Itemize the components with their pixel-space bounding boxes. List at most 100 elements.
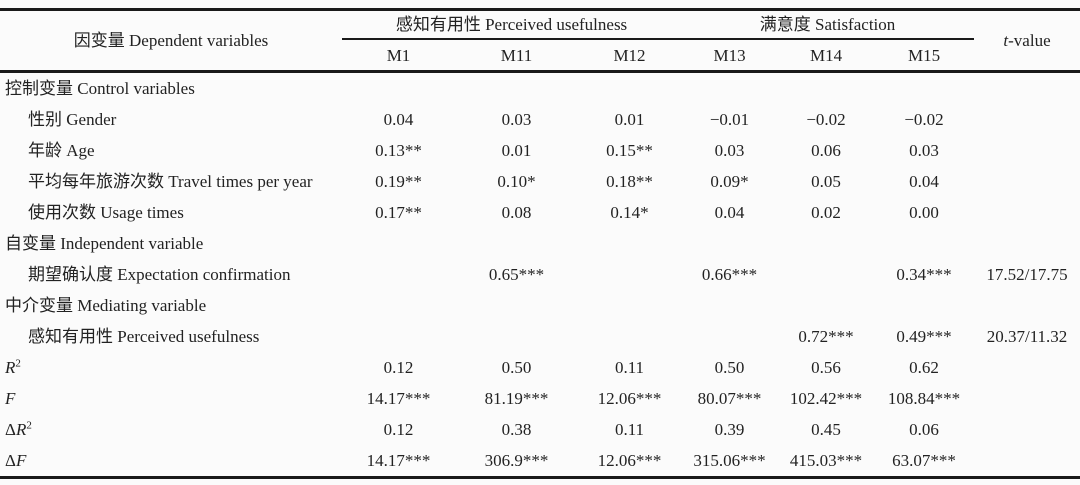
row-gender: 性别 Gender 0.04 0.03 0.01 −0.01 −0.02 −0.… <box>0 104 1080 135</box>
row-independent-variable: 自变量 Independent variable <box>0 228 1080 259</box>
value-cell: 0.11 <box>614 358 645 377</box>
header-model-row: M1 M11 M12 M13 M14 M15 <box>0 39 1080 73</box>
value-cell: 0.66*** <box>701 265 758 284</box>
row-label: 中介变量 Mediating variable <box>5 296 207 315</box>
value-cell: 0.12 <box>383 358 414 377</box>
value-cell: 0.04 <box>909 172 939 191</box>
t-value-rest: -value <box>1008 31 1051 50</box>
regression-results-table: 因变量 Dependent variables 感知有用性 Perceived … <box>0 8 1080 479</box>
value-cell: 0.10* <box>497 172 536 191</box>
value-cell: 14.17*** <box>342 445 455 479</box>
value-cell: 0.01 <box>501 141 532 160</box>
t-value-cell <box>974 104 1080 135</box>
value-cell <box>578 228 681 259</box>
value-cell: 0.38 <box>501 420 532 439</box>
value-cell: −0.01 <box>709 110 750 129</box>
value-cell <box>874 228 974 259</box>
header-model-m13: M13 <box>681 39 779 73</box>
value-cell <box>578 72 681 105</box>
row-perceived-usefulness: 感知有用性 Perceived usefulness 0.72*** 0.49*… <box>0 321 1080 352</box>
value-cell: −0.02 <box>904 110 944 129</box>
value-cell <box>778 259 874 290</box>
value-cell: 0.05 <box>811 172 841 191</box>
value-cell: 0.19** <box>375 172 422 191</box>
value-cell <box>455 321 578 352</box>
t-value-cell <box>974 228 1080 259</box>
row-usage-times: 使用次数 Usage times 0.17** 0.08 0.14* 0.04 … <box>0 197 1080 228</box>
value-cell: 0.06 <box>811 141 841 160</box>
header-model-m14: M14 <box>778 39 875 73</box>
row-label: ΔF <box>0 445 342 479</box>
value-cell: 80.07*** <box>697 389 762 408</box>
value-cell: 306.9*** <box>455 445 578 479</box>
value-cell <box>874 290 974 321</box>
header-dependent-variables: 因变量 Dependent variables <box>0 9 342 73</box>
value-cell <box>778 228 874 259</box>
t-value-cell <box>974 135 1080 166</box>
value-cell <box>342 290 455 321</box>
t-value-cell <box>974 383 1080 414</box>
value-cell: 0.02 <box>811 203 841 222</box>
value-cell <box>681 290 778 321</box>
value-cell <box>342 259 455 290</box>
header-model-m11: M11 <box>455 39 578 73</box>
row-label: 使用次数 Usage times <box>28 203 184 222</box>
value-cell: 0.14* <box>610 203 649 222</box>
value-cell: 0.65*** <box>488 265 545 284</box>
t-value-cell <box>974 352 1080 383</box>
value-cell: 0.03 <box>501 110 532 129</box>
t-value-cell <box>974 72 1080 105</box>
value-cell: 0.08 <box>501 203 532 222</box>
row-label: 自变量 Independent variable <box>5 234 204 253</box>
t-value-cell: 17.52/17.75 <box>986 265 1068 284</box>
value-cell: 0.15** <box>606 141 653 160</box>
value-cell: 415.03*** <box>778 445 875 479</box>
value-cell: 12.06*** <box>597 389 662 408</box>
value-cell: 0.03 <box>909 141 939 160</box>
row-label: 性别 Gender <box>28 110 117 129</box>
value-cell <box>578 290 681 321</box>
value-cell <box>681 72 778 105</box>
value-cell: 81.19*** <box>484 389 549 408</box>
header-model-m15: M15 <box>874 39 975 73</box>
value-cell: 0.62 <box>909 358 939 377</box>
value-cell: 0.06 <box>909 420 939 439</box>
t-value-cell <box>974 290 1080 321</box>
t-value-italic: t <box>1003 31 1009 50</box>
row-control-variables: 控制变量 Control variables <box>0 72 1080 105</box>
row-mediating-variable: 中介变量 Mediating variable <box>0 290 1080 321</box>
value-cell: 0.04 <box>714 203 745 222</box>
header-group-perceived-usefulness: 感知有用性 Perceived usefulness <box>342 9 682 40</box>
value-cell <box>342 228 455 259</box>
row-label: R2 <box>5 357 21 377</box>
value-cell <box>455 290 578 321</box>
value-cell: 315.06*** <box>681 445 779 479</box>
row-expectation-confirmation: 期望确认度 Expectation confirmation 0.65*** 0… <box>0 259 1080 290</box>
value-cell <box>578 321 681 352</box>
value-cell <box>681 321 778 352</box>
value-cell: 0.01 <box>614 110 645 129</box>
row-label: F <box>5 389 16 408</box>
value-cell <box>455 228 578 259</box>
row-travel-times: 平均每年旅游次数 Travel times per year 0.19** 0.… <box>0 166 1080 197</box>
header-group-satisfaction: 满意度 Satisfaction <box>681 9 975 40</box>
value-cell: 102.42*** <box>789 389 863 408</box>
value-cell <box>681 228 778 259</box>
header-model-m1: M1 <box>342 39 455 73</box>
value-cell: 12.06*** <box>578 445 682 479</box>
header-group-row: 因变量 Dependent variables 感知有用性 Perceived … <box>0 9 1080 73</box>
value-cell: 0.45 <box>811 420 841 439</box>
row-label: ΔR2 <box>5 419 32 439</box>
row-age: 年龄 Age 0.13** 0.01 0.15** 0.03 0.06 0.03 <box>0 135 1080 166</box>
value-cell: 0.13** <box>375 141 422 160</box>
value-cell: 0.50 <box>714 358 745 377</box>
row-f-statistic: F 14.17*** 81.19*** 12.06*** 80.07*** 10… <box>0 383 1080 414</box>
value-cell: 0.34*** <box>896 265 952 284</box>
row-label: 年龄 Age <box>28 141 95 160</box>
row-label: 感知有用性 Perceived usefulness <box>28 327 260 346</box>
value-cell <box>342 321 455 352</box>
value-cell <box>455 72 578 105</box>
row-label: 期望确认度 Expectation confirmation <box>28 265 291 284</box>
value-cell: 0.00 <box>909 203 939 222</box>
